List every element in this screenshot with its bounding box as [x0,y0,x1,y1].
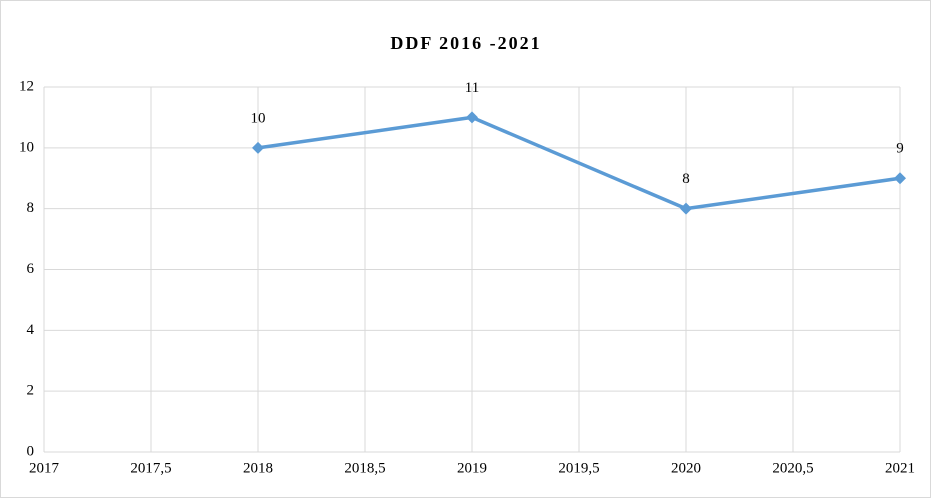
data-point [680,202,692,215]
data-label: 8 [682,171,690,187]
data-label: 9 [896,141,904,157]
data-point [894,172,906,185]
data-point [252,141,264,154]
y-tick-label: 6 [27,261,35,277]
y-tick-label: 2 [27,383,35,399]
data-label: 10 [251,110,266,126]
data-line [257,115,901,211]
x-tick-label: 2017,5 [130,460,171,476]
x-tick-label: 2021 [885,460,915,476]
data-point [466,111,478,124]
y-tick-label: 0 [27,443,35,459]
x-tick-label: 2019 [457,460,487,476]
x-tick-label: 2019,5 [558,460,599,476]
x-tick-label: 2018,5 [344,460,385,476]
y-tick-label: 4 [27,322,35,338]
x-tick-label: 2020 [671,460,701,476]
y-tick-label: 12 [19,78,34,94]
x-tick-label: 2018 [243,460,273,476]
x-tick-label: 2017 [29,460,60,476]
y-tick-label: 8 [27,200,35,216]
data-label: 11 [465,80,479,96]
x-tick-label: 2020,5 [772,460,813,476]
y-tick-label: 10 [19,139,34,155]
chart-title: DDF 2016 -2021 [390,33,541,53]
